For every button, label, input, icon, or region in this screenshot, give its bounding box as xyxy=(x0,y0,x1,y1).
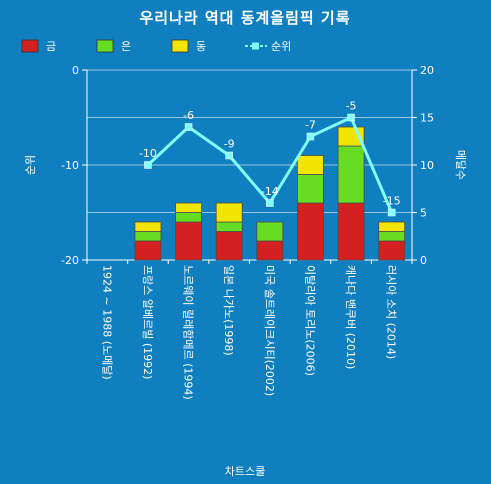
rank-data-label: -14 xyxy=(261,185,279,198)
rank-data-label: -9 xyxy=(224,138,235,151)
x-tick-label: 일본 나가노(1998) xyxy=(222,265,236,356)
legend-marker-swatch xyxy=(252,42,259,50)
rank-point xyxy=(184,123,193,131)
rank-line-series: -10 -6 -9 -14 -7 -5 -15 xyxy=(139,100,401,217)
x-tick-label: 프랑스 알베르빌 (1992) xyxy=(141,265,155,379)
legend-swatch-동 xyxy=(171,39,189,53)
y-left-tick-label: -10 xyxy=(61,159,79,172)
x-tick-label: 1924 ~ 1988 (노메달) xyxy=(100,265,113,380)
bar-은 xyxy=(378,231,406,242)
y-right-tick-label: 20 xyxy=(420,64,434,77)
y-axis-label-left: 순위 xyxy=(24,155,37,175)
legend: 금 은 동 순위 xyxy=(21,39,291,53)
bar-금 xyxy=(378,240,406,261)
legend-label-순위: 순위 xyxy=(271,40,291,53)
bar-금 xyxy=(256,240,284,261)
legend-swatch-은 xyxy=(96,39,114,53)
bar-동 xyxy=(378,221,406,232)
bar-은 xyxy=(134,231,162,242)
bar-동 xyxy=(215,202,243,223)
rank-point xyxy=(144,161,152,169)
rank-data-label: -5 xyxy=(346,100,357,113)
x-tick-label: 미국 솔트레이크시티(2002) xyxy=(263,265,276,396)
rank-data-label: -7 xyxy=(305,119,316,132)
y-axis-label-right: 메달수 xyxy=(454,150,467,180)
x-tick-label: 러시아 소치 (2014) xyxy=(385,265,398,359)
bar-은 xyxy=(337,145,365,204)
y-right-tick-label: 10 xyxy=(420,159,434,172)
legend-label-동: 동 xyxy=(196,40,206,53)
rank-data-label: -10 xyxy=(139,147,157,160)
x-tick-label: 이탈리아 토리노(2006) xyxy=(303,265,316,376)
chart-footer: 차트스쿨 xyxy=(225,465,265,478)
bar-은 xyxy=(256,221,284,242)
y-left-tick-label: -20 xyxy=(61,254,79,267)
bar-은 xyxy=(297,174,324,204)
x-tick-label: 캐나다 밴쿠버 (2010) xyxy=(344,265,357,369)
bar-동 xyxy=(297,155,324,175)
bar-금 xyxy=(337,202,365,261)
bar-금 xyxy=(215,231,243,261)
legend-label-은: 은 xyxy=(121,40,131,53)
bar-금 xyxy=(175,221,202,261)
bar-은 xyxy=(175,212,202,223)
bar-동 xyxy=(134,221,162,232)
rank-point xyxy=(306,132,315,141)
y-right-tick-label: 15 xyxy=(420,112,434,125)
rank-point xyxy=(347,113,355,122)
rank-data-label: -6 xyxy=(183,109,194,122)
rank-point xyxy=(225,151,233,160)
y-right-tick-label: 5 xyxy=(420,207,427,220)
axes: 0 -10 -20 20 15 10 5 0 xyxy=(61,64,434,267)
legend-swatch-금 xyxy=(21,39,39,53)
y-left-tick-label: 0 xyxy=(72,64,79,77)
bar-동 xyxy=(175,202,202,213)
legend-label-금: 금 xyxy=(46,40,56,53)
rank-point xyxy=(266,199,274,207)
x-tick-labels: 1924 ~ 1988 (노메달) 프랑스 알베르빌 (1992) 노르웨이 릴레함… xyxy=(100,265,397,400)
bar-금 xyxy=(297,202,324,261)
bar-금 xyxy=(134,240,162,261)
bar-은 xyxy=(215,221,243,232)
chart-title: 우리나라 역대 동계올림픽 기록 xyxy=(139,9,350,27)
rank-data-label: -15 xyxy=(383,195,401,208)
x-tick-label: 노르웨이 릴레함메르 (1994) xyxy=(182,265,195,400)
rank-point xyxy=(387,208,396,217)
y-right-tick-label: 0 xyxy=(420,254,427,267)
